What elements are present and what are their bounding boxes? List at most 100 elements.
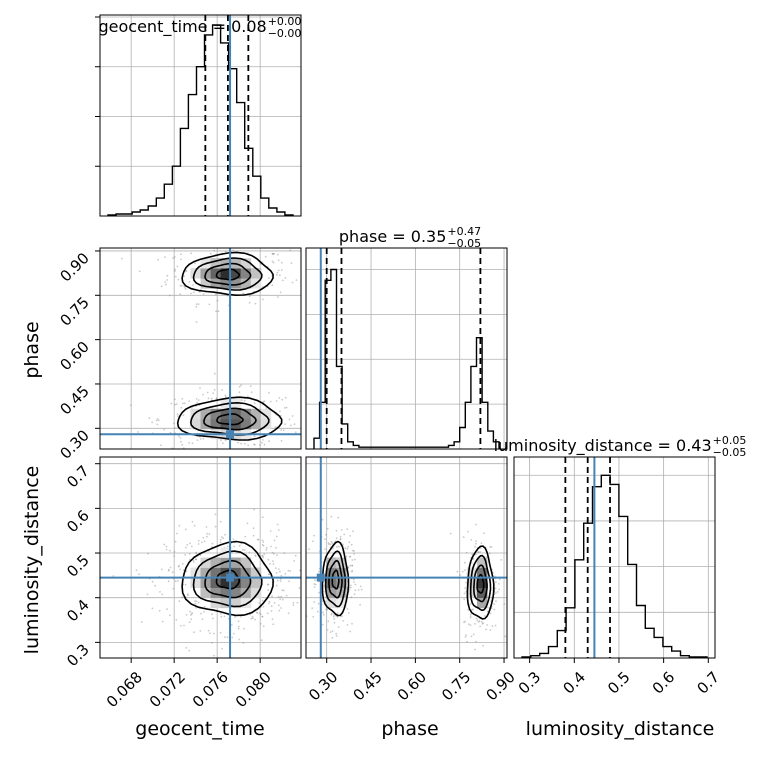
sample-point bbox=[215, 293, 217, 296]
sample-point bbox=[192, 559, 195, 562]
sample-point bbox=[285, 406, 288, 409]
sample-point bbox=[495, 592, 497, 594]
sample-point bbox=[279, 291, 282, 294]
sample-point bbox=[216, 299, 219, 302]
sample-point bbox=[271, 551, 274, 554]
sample-point bbox=[164, 281, 167, 283]
sample-point bbox=[232, 538, 235, 541]
sample-point bbox=[180, 440, 182, 443]
sample-point bbox=[280, 429, 283, 431]
sample-point bbox=[267, 277, 270, 279]
sample-point bbox=[322, 585, 325, 588]
sample-point bbox=[221, 647, 224, 650]
sample-point bbox=[493, 608, 496, 611]
sample-point bbox=[276, 253, 279, 256]
sample-point bbox=[482, 622, 484, 624]
sample-point bbox=[271, 618, 274, 620]
sample-point bbox=[469, 613, 472, 616]
density-bin bbox=[326, 567, 337, 578]
sample-point bbox=[262, 545, 265, 547]
density-bin bbox=[200, 557, 211, 568]
sample-point bbox=[206, 535, 208, 538]
sample-point bbox=[289, 570, 292, 572]
sample-point bbox=[184, 270, 187, 272]
sample-point bbox=[279, 578, 282, 580]
sample-point bbox=[459, 574, 461, 576]
sample-point bbox=[475, 540, 477, 543]
sample-point bbox=[220, 439, 222, 442]
sample-point bbox=[174, 540, 177, 543]
sample-point bbox=[176, 532, 178, 535]
sample-point bbox=[279, 570, 281, 573]
sample-point bbox=[208, 632, 211, 635]
sample-point bbox=[203, 611, 205, 613]
sample-point bbox=[174, 268, 176, 271]
sample-point bbox=[174, 270, 176, 272]
sample-point bbox=[336, 616, 339, 618]
panel-frame-phase-phase bbox=[305, 247, 508, 450]
sample-point bbox=[352, 530, 354, 533]
sample-point bbox=[259, 444, 261, 446]
sample-point bbox=[474, 648, 476, 651]
sample-point bbox=[298, 587, 301, 589]
density-bin bbox=[326, 577, 337, 588]
sample-point bbox=[350, 543, 353, 546]
sample-point bbox=[491, 625, 494, 628]
sample-point bbox=[172, 587, 175, 590]
sample-point bbox=[279, 274, 281, 277]
sample-point bbox=[197, 399, 200, 401]
sample-point bbox=[237, 627, 240, 630]
sample-point bbox=[248, 295, 251, 297]
density-bin bbox=[240, 278, 252, 289]
density-bin bbox=[230, 398, 242, 410]
sample-point bbox=[328, 543, 330, 546]
sample-point bbox=[354, 583, 357, 586]
sample-point bbox=[323, 613, 325, 616]
sample-point bbox=[271, 260, 274, 263]
sample-point bbox=[495, 581, 497, 583]
density-bin bbox=[260, 408, 272, 420]
sample-point bbox=[342, 620, 345, 622]
sample-point bbox=[165, 545, 168, 548]
sample-point bbox=[359, 603, 361, 606]
density-bin bbox=[260, 418, 272, 430]
sample-point bbox=[246, 395, 249, 398]
density-bin bbox=[220, 557, 232, 568]
sample-point bbox=[159, 444, 162, 447]
sample-point bbox=[220, 615, 223, 618]
hist-step bbox=[313, 268, 500, 449]
density-bin bbox=[230, 278, 242, 289]
sample-point bbox=[287, 612, 290, 615]
sample-point bbox=[279, 598, 281, 601]
sample-point bbox=[322, 590, 325, 593]
sample-point bbox=[224, 439, 227, 441]
sample-point bbox=[331, 542, 334, 545]
sample-point bbox=[353, 553, 355, 555]
sample-point bbox=[186, 543, 189, 546]
sample-point bbox=[472, 633, 475, 636]
density-bin bbox=[230, 587, 242, 599]
sample-point bbox=[246, 522, 249, 525]
sample-point bbox=[211, 617, 214, 620]
sample-point bbox=[268, 573, 270, 575]
sample-point bbox=[271, 284, 274, 287]
sample-point bbox=[180, 253, 182, 256]
density-bin bbox=[240, 597, 252, 609]
sample-point bbox=[175, 618, 178, 621]
sample-point bbox=[463, 592, 466, 595]
sample-point bbox=[182, 414, 185, 417]
sample-point bbox=[337, 626, 340, 628]
sample-point bbox=[466, 640, 468, 643]
sample-point bbox=[176, 413, 179, 416]
sample-point bbox=[183, 275, 185, 278]
sample-point bbox=[195, 552, 198, 555]
sample-point bbox=[287, 569, 290, 572]
panel-title-phase: phase = 0.35 +0.47−0.05 bbox=[339, 225, 481, 250]
sample-point bbox=[321, 518, 324, 521]
sample-point bbox=[223, 615, 226, 618]
sample-point bbox=[275, 572, 278, 574]
sample-point bbox=[148, 417, 151, 420]
sample-point bbox=[349, 630, 352, 633]
sample-point bbox=[284, 423, 286, 426]
sample-point bbox=[284, 276, 287, 279]
